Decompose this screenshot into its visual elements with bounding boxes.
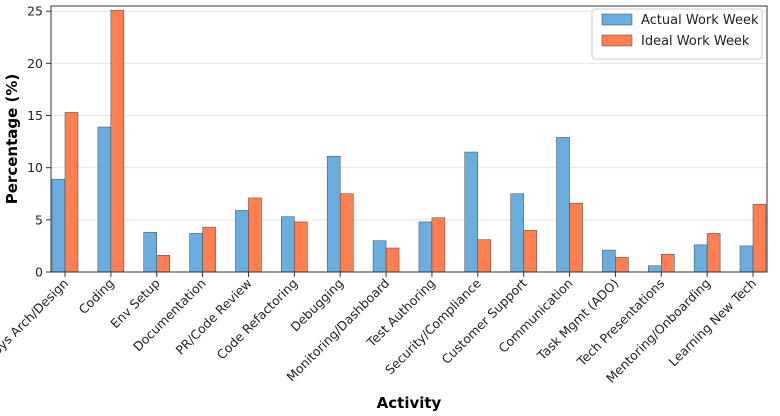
bar-actual: [189, 233, 203, 273]
y-tick-label: 10: [27, 160, 43, 175]
y-axis: 0 5 10 15 20 25: [27, 4, 51, 280]
bar-actual: [235, 210, 249, 273]
bar-actual: [281, 216, 295, 273]
legend-swatch: [601, 34, 633, 47]
bar-ideal: [752, 203, 767, 273]
bar-actual: [602, 249, 616, 273]
y-tick-label: 5: [35, 212, 43, 227]
bar-ideal: [64, 112, 79, 273]
bar-ideal: [615, 257, 629, 273]
bar-actual: [326, 155, 341, 273]
legend: Actual Work Week Ideal Work Week: [591, 8, 763, 60]
y-axis-title: Percentage (%): [3, 74, 21, 204]
bar-ideal: [477, 239, 492, 273]
bar-actual: [372, 240, 387, 273]
bar-actual: [418, 221, 433, 273]
bar-ideal: [431, 217, 446, 273]
bar-actual: [510, 193, 524, 273]
bar-ideal: [706, 233, 721, 273]
bar-actual: [97, 126, 112, 273]
bar-actual: [648, 265, 662, 273]
legend-swatch: [601, 13, 633, 26]
bars-group: [51, 9, 767, 273]
bar-ideal: [661, 254, 675, 273]
x-axis-title: Activity: [377, 394, 442, 412]
bar-ideal: [523, 230, 537, 273]
bar-actual: [143, 232, 157, 273]
bar-ideal: [156, 255, 170, 273]
bar-actual: [693, 244, 708, 273]
bar-ideal: [294, 221, 308, 273]
bar-actual: [556, 137, 570, 273]
bar-ideal: [110, 9, 125, 273]
plot-frame: [50, 5, 768, 273]
legend-label: Ideal Work Week: [641, 34, 750, 49]
legend-label: Actual Work Week: [641, 13, 759, 28]
legend-box: [591, 8, 763, 60]
y-tick-label: 0: [35, 265, 43, 280]
bar-actual: [51, 178, 66, 273]
bar-ideal: [248, 197, 262, 273]
bar-ideal: [202, 226, 216, 273]
bar-actual: [739, 245, 754, 273]
y-tick-label: 20: [27, 56, 43, 71]
bar-actual: [464, 151, 479, 273]
bar-ideal: [569, 202, 583, 273]
bar-ideal: [339, 193, 354, 273]
y-tick-label: 25: [27, 4, 43, 19]
y-tick-label: 15: [27, 108, 43, 123]
bar-ideal: [385, 247, 400, 273]
